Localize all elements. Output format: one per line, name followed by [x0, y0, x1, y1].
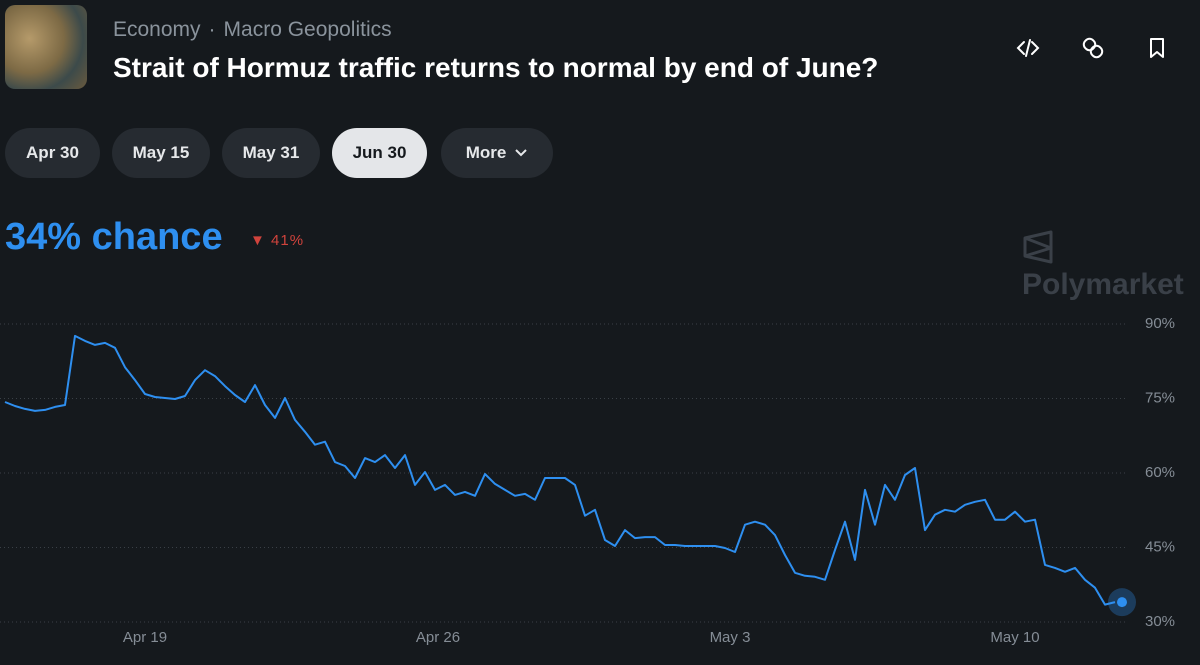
down-arrow: ▼ — [250, 232, 272, 249]
tab-label: Jun 30 — [352, 143, 407, 162]
y-tick-label: 60% — [1145, 464, 1175, 481]
price-line — [4, 334, 1116, 606]
date-tab[interactable]: May 15 — [112, 128, 210, 178]
date-tab[interactable]: More — [441, 128, 553, 178]
breadcrumbs: Economy · Macro Geopolitics — [113, 18, 392, 42]
chevron — [515, 149, 528, 157]
embed-icon[interactable] — [1016, 36, 1040, 60]
y-tick-label: 30% — [1145, 613, 1175, 630]
brand-name: Polymarket — [1022, 268, 1184, 301]
category[interactable]: Economy — [113, 18, 201, 41]
x-tick-label: May 3 — [710, 629, 751, 646]
market-title: Strait of Hormuz traffic returns to norm… — [113, 52, 879, 83]
x-tick-label: May 10 — [990, 629, 1039, 646]
market-image — [5, 5, 87, 89]
tab-label: May 15 — [132, 143, 190, 162]
endpoint — [1117, 597, 1127, 608]
x-tick-label: Apr 26 — [416, 629, 460, 646]
y-tick-label: 90% — [1145, 315, 1175, 332]
bookmark-icon[interactable] — [1145, 36, 1169, 60]
brand: Polymarket — [1022, 230, 1200, 302]
separator: · — [208, 18, 216, 41]
tab-label: Apr 30 — [26, 143, 79, 162]
date-tab[interactable]: Jun 30 — [332, 128, 427, 178]
date-tab[interactable]: May 31 — [222, 128, 320, 178]
tab-label: May 31 — [242, 143, 300, 162]
change: ▼ 41% — [250, 232, 304, 249]
brand-logo — [1023, 230, 1053, 264]
link-icon[interactable] — [1081, 36, 1105, 60]
chance: 34% chance — [5, 216, 223, 258]
date-tab[interactable]: Apr 30 — [5, 128, 100, 178]
y-tick-label: 75% — [1145, 389, 1175, 406]
tab-label: More — [465, 143, 507, 162]
change-value: 41% — [271, 232, 305, 249]
subcategory[interactable]: Macro Geopolitics — [223, 18, 392, 41]
x-tick-label: Apr 19 — [123, 629, 167, 646]
y-tick-label: 45% — [1145, 538, 1175, 555]
